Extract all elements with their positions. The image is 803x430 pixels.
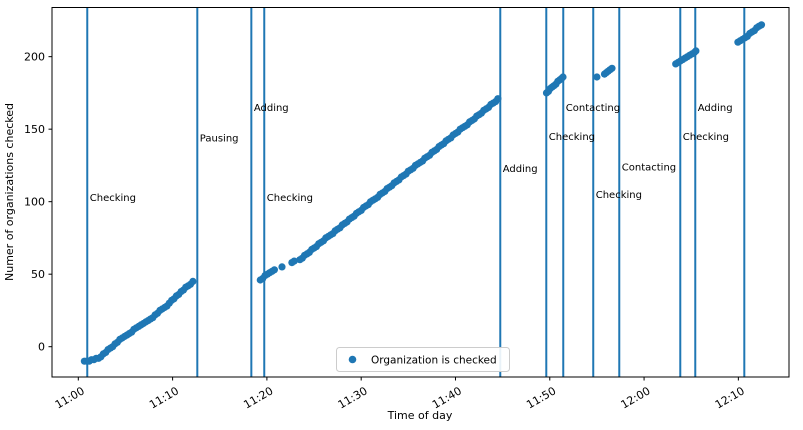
- x-tick-label: 12:10: [713, 384, 747, 411]
- y-tick-label: 50: [31, 268, 45, 281]
- y-axis-ticks: 0 50 100 150 200: [24, 51, 52, 354]
- legend: Organization is checked: [336, 347, 510, 372]
- x-tick-label: 11:20: [241, 384, 275, 411]
- scatter-point: [494, 95, 502, 103]
- plot-area: [52, 7, 789, 377]
- legend-box: [336, 347, 510, 372]
- x-axis-label: Time of day: [387, 409, 453, 422]
- scatter-point: [559, 73, 567, 81]
- event-lines-layer: [86, 7, 746, 377]
- event-label: Contacting: [566, 103, 620, 114]
- scatter-point: [757, 21, 766, 29]
- event-labels-layer: Checking Pausing Adding Checking Adding Check…: [90, 103, 733, 204]
- legend-marker-icon: [348, 355, 357, 364]
- event-label: Checking: [267, 193, 313, 204]
- event-label: Adding: [698, 103, 733, 114]
- axes-spines: [51, 7, 790, 378]
- scatter-point: [278, 263, 286, 271]
- event-label: Pausing: [200, 133, 239, 144]
- x-tick-label: 11:40: [430, 384, 464, 411]
- event-label: Checking: [549, 132, 595, 143]
- scatter-point: [608, 64, 616, 72]
- y-tick-label: 100: [24, 196, 45, 209]
- legend-label: Organization is checked: [371, 355, 497, 367]
- y-tick-label: 200: [24, 51, 45, 64]
- scatter-points-layer: [80, 21, 766, 365]
- event-label: Checking: [596, 190, 642, 201]
- scatter-point: [692, 47, 700, 55]
- event-label: Adding: [254, 103, 289, 114]
- event-label: Checking: [683, 132, 729, 143]
- event-label: Checking: [90, 193, 136, 204]
- scatter-point: [270, 266, 278, 274]
- x-tick-label: 11:50: [524, 384, 558, 411]
- y-axis-label: Numer of organizations checked: [3, 103, 16, 281]
- y-tick-label: 150: [24, 123, 45, 136]
- scatter-point: [189, 277, 197, 285]
- x-axis-ticks: 11:00 11:10 11:20 11:30 11:40 11:50 12:00 12:10: [53, 377, 747, 411]
- x-tick-label: 11:00: [53, 384, 87, 411]
- event-label: Contacting: [622, 162, 676, 173]
- x-tick-label: 12:00: [619, 384, 653, 411]
- scatter-point: [593, 73, 601, 81]
- y-tick-label: 0: [38, 341, 45, 354]
- scatter-point: [290, 257, 298, 265]
- event-label: Adding: [503, 164, 538, 175]
- x-tick-label: 11:10: [147, 384, 181, 411]
- x-tick-label: 11:30: [336, 384, 370, 411]
